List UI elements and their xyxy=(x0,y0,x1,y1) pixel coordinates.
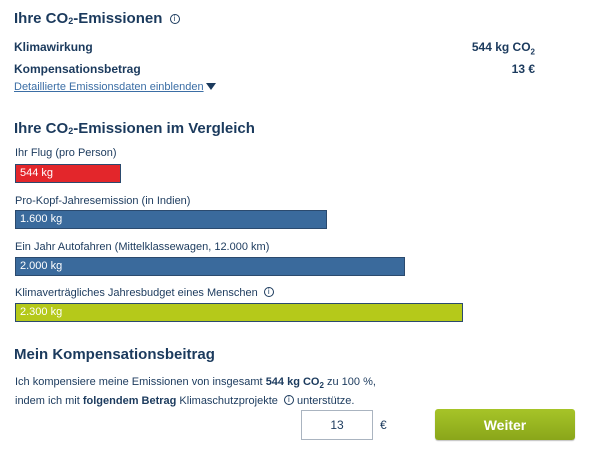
compensation-text-line2-d: unterstütze. xyxy=(293,395,355,407)
info-circle-icon[interactable]: i xyxy=(169,14,180,24)
details-toggle-text[interactable]: Detaillierte Emissionsdaten einblenden xyxy=(14,81,204,93)
details-toggle-link[interactable]: Detaillierte Emissionsdaten einblenden xyxy=(14,81,216,93)
compensation-text-c: zu 100 %, xyxy=(323,376,376,388)
bar-label-flight: Ihr Flug (pro Person) xyxy=(15,147,117,159)
compensation-amount-value: 13 € xyxy=(511,62,535,76)
compensation-amount-label: Kompensationsbetrag xyxy=(14,62,141,76)
compensation-amount-row: Kompensationsbetrag 13 € xyxy=(14,62,535,76)
bar-flight: 544 kg xyxy=(15,164,121,183)
compensation-text-line1: Ich kompensiere meine Emissionen von ins… xyxy=(15,376,376,390)
emissions-title: Ihre CO2-Emissionen i xyxy=(14,10,180,27)
currency-label: € xyxy=(380,418,387,432)
emissions-title-text-post: -Emissionen xyxy=(73,10,163,27)
compensation-text-line2-b: folgendem Betrag xyxy=(82,395,177,407)
compensation-amount-co2-sub: 2 xyxy=(319,381,324,391)
bar-budget: 2.300 kg xyxy=(15,303,463,322)
bar-label-car: Ein Jahr Autofahren (Mittelklassewagen, … xyxy=(15,241,270,253)
triangle-down-icon[interactable] xyxy=(205,83,216,90)
climate-effect-value-sub: 2 xyxy=(530,47,535,57)
bar-label-india: Pro-Kopf-Jahresemission (in Indien) xyxy=(15,195,191,207)
climate-effect-row: Klimawirkung 544 kg CO2 xyxy=(14,40,535,56)
bar-label-budget: Klimaverträgliches Jahresbudget eines Me… xyxy=(15,287,274,299)
bar-label-budget-text: Klimaverträgliches Jahresbudget eines Me… xyxy=(15,287,258,299)
compensation-text-a: Ich kompensiere meine Emissionen von ins… xyxy=(15,376,266,388)
comparison-title-sub: 2 xyxy=(68,126,74,136)
bar-india: 1.600 kg xyxy=(15,210,327,229)
compensation-text-line2: indem ich mit folgendem Betrag Klimaschu… xyxy=(15,395,354,407)
bar-car: 2.000 kg xyxy=(15,257,405,276)
climate-effect-value: 544 kg CO2 xyxy=(472,40,535,56)
emissions-title-sub: 2 xyxy=(68,16,74,26)
compensation-amount-input[interactable] xyxy=(301,410,373,440)
comparison-title-text-post: -Emissionen im Vergleich xyxy=(73,120,255,137)
emissions-title-text: Ihre CO xyxy=(14,10,69,27)
compensation-amount-co2-text: 544 kg CO xyxy=(265,376,320,388)
weiter-button[interactable]: Weiter xyxy=(435,409,575,440)
climate-effect-value-text: 544 kg CO xyxy=(471,40,531,54)
compensation-text-line2-a: indem ich mit xyxy=(15,395,83,407)
comparison-title-text: Ihre CO xyxy=(14,120,69,137)
compensation-amount-co2: 544 kg CO2 xyxy=(265,376,324,391)
climate-effect-label: Klimawirkung xyxy=(14,40,93,54)
comparison-title: Ihre CO2-Emissionen im Vergleich xyxy=(14,120,255,137)
info-circle-icon[interactable]: i xyxy=(263,287,274,297)
compensation-title: Mein Kompensationsbeitrag xyxy=(14,346,215,363)
compensation-text-line2-c: Klimaschutzprojekte xyxy=(176,395,281,407)
info-circle-icon[interactable]: i xyxy=(283,395,294,405)
